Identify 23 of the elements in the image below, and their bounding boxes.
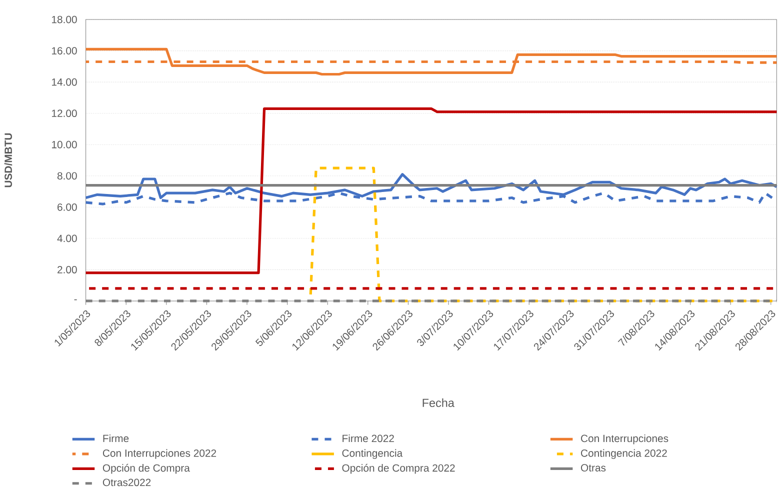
line-series <box>84 48 778 76</box>
y-tick-label: 10.00 <box>52 140 77 148</box>
legend-label: Con Interrupciones 2022 <box>102 449 216 459</box>
legend-label: Otras2022 <box>102 478 151 486</box>
y-tick-label: 4.00 <box>57 234 77 242</box>
legend-label: Firme 2022 <box>342 434 394 442</box>
y-tick-label: 6.00 <box>58 203 77 211</box>
legend-label: Contingencia <box>342 449 403 459</box>
y-tick-label: 8.00 <box>57 172 77 180</box>
y-axis-title: USD/MBTU <box>4 133 12 188</box>
y-tick-label: 16.00 <box>52 47 77 54</box>
y-tick-label: 18.00 <box>52 16 77 24</box>
y-tick-label: 2.00 <box>58 266 77 274</box>
y-tick-label: - <box>74 299 77 300</box>
y-tick-label: 14.00 <box>52 78 77 86</box>
legend-label: Opción de Compra 2022 <box>342 464 455 474</box>
legend-label: Opción de Compra <box>102 464 190 474</box>
x-axis-title: Fecha <box>422 398 454 407</box>
legend-label: Otras <box>580 464 606 472</box>
legend-label: Contingencia 2022 <box>581 449 667 459</box>
legend-label: Firme <box>103 434 129 442</box>
legend-label: Con Interrupciones <box>581 434 668 444</box>
y-tick-label: 12.00 <box>52 110 77 117</box>
